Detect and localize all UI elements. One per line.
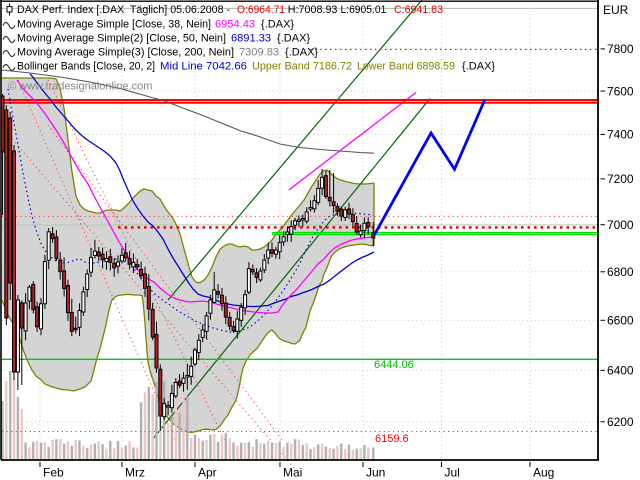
svg-text:Jul: Jul [445, 466, 460, 480]
svg-text:7200: 7200 [607, 172, 634, 186]
svg-text:7000: 7000 [607, 218, 634, 232]
svg-text:7600: 7600 [607, 84, 634, 98]
svg-text:6444.06: 6444.06 [374, 359, 414, 371]
svg-text:6800: 6800 [607, 265, 634, 279]
svg-text:DAX Perf. Index [.DAX Täglich: DAX Perf. Index [.DAX Täglich] 05.06.200… [17, 4, 443, 16]
svg-text:Feb: Feb [43, 466, 64, 480]
svg-text:6400: 6400 [607, 364, 634, 378]
svg-text:6600: 6600 [607, 314, 634, 328]
svg-text:6200: 6200 [607, 415, 634, 429]
svg-text:Moving Average Simple [Close,: Moving Average Simple [Close, 38, Nein] … [17, 19, 294, 31]
svg-text:Jun: Jun [366, 466, 385, 480]
svg-text:Mai: Mai [283, 466, 302, 480]
svg-text:Moving Average Simple(3) [Clos: Moving Average Simple(3) [Close, 200, Ne… [17, 47, 318, 59]
svg-text:6159.6: 6159.6 [375, 433, 409, 445]
svg-text:Apr: Apr [198, 466, 217, 480]
svg-text:EUR: EUR [603, 3, 629, 17]
svg-text:7800: 7800 [607, 42, 634, 56]
svg-text:Bollinger Bands [Close, 20, 2]: Bollinger Bands [Close, 20, 2] Mid Line … [17, 61, 495, 73]
svg-text:Mrz: Mrz [125, 466, 145, 480]
svg-text:7400: 7400 [607, 128, 634, 142]
svg-text:© www.tradesignalonline.com: © www.tradesignalonline.com [8, 81, 152, 93]
svg-text:Aug: Aug [533, 466, 554, 480]
svg-text:Moving Average Simple(2) [Clos: Moving Average Simple(2) [Close, 50, Nei… [17, 33, 310, 45]
